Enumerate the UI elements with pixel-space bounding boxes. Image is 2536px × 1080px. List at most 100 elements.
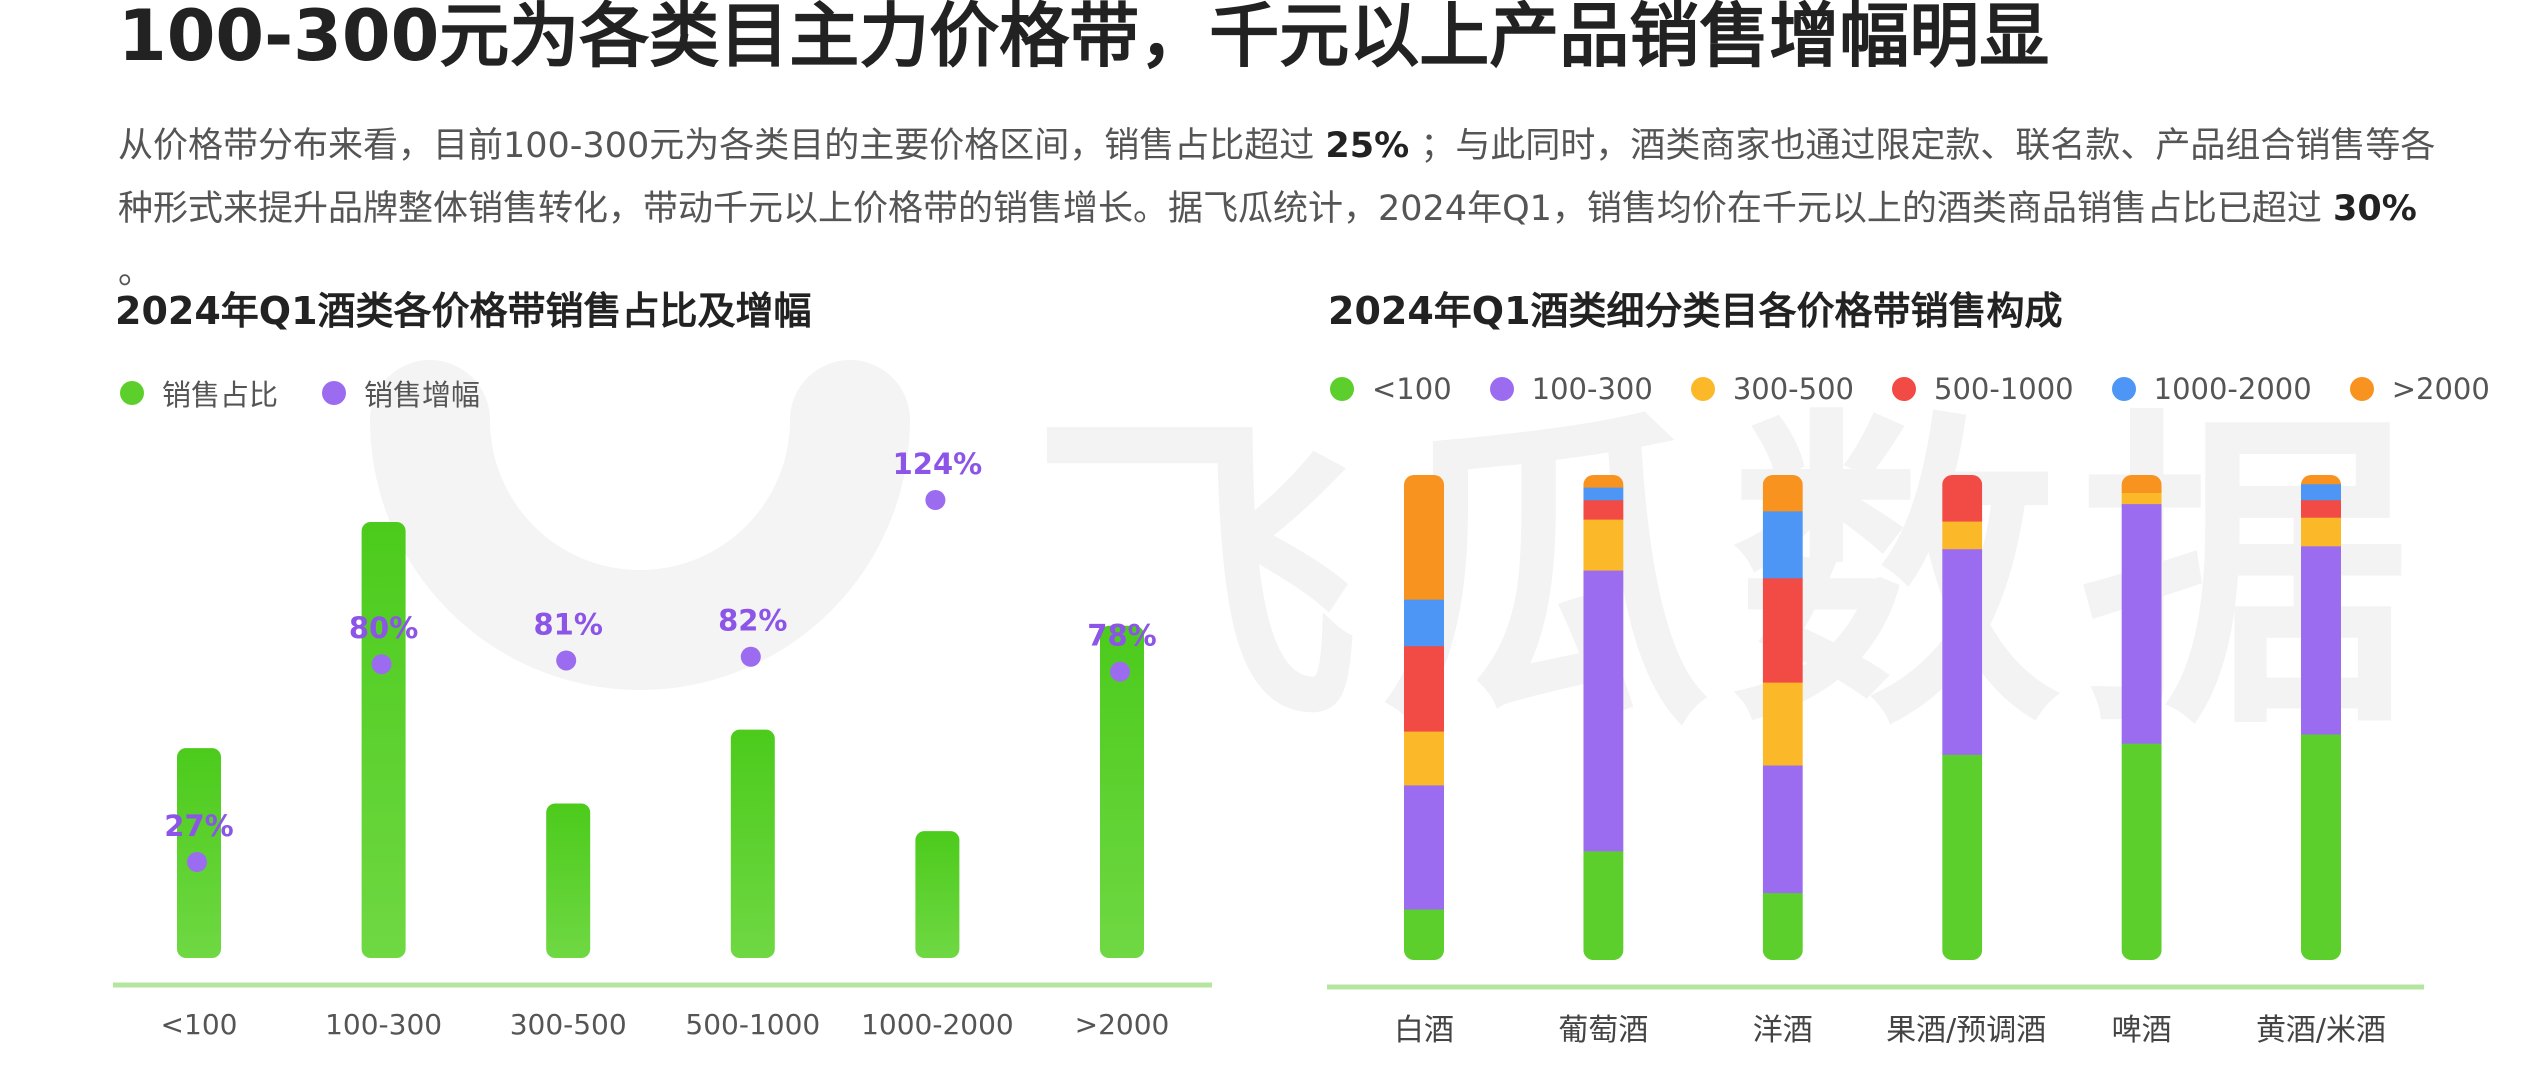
left-tick-label: 300-500 [510, 1008, 627, 1041]
legend-label: 500-1000 [1934, 372, 2074, 406]
left-chart-title: 2024年Q1酒类各价格带销售占比及增幅 [115, 289, 812, 333]
stacked-segment [1762, 682, 1803, 766]
legend-item-pricebands: <100 [1330, 372, 1452, 406]
stacked-segment [1942, 754, 1983, 960]
growth-dot [556, 650, 577, 671]
legend-dot-share [120, 381, 144, 405]
legend-label-share: 销售占比 [162, 378, 279, 412]
legend-item-growth: 销售增幅 [322, 372, 480, 414]
stacked-segment [1762, 510, 1803, 579]
stacked-segment [1404, 731, 1444, 786]
legend-label: 1000-2000 [2153, 372, 2312, 406]
legend-item-pricebands: 100-300 [1489, 372, 1653, 406]
intro-text-1: 从价格带分布来看，目前100-300元为各类目的主要价格区间，销售占比超过 [118, 126, 1315, 166]
stacked-segment [1762, 765, 1803, 894]
stacked-segment [2121, 503, 2162, 744]
legend-item-pricebands: 500-1000 [1892, 372, 2074, 406]
right-tick-label: 洋酒 [1753, 1013, 1813, 1048]
stacked-segment [2301, 499, 2341, 518]
right-tick-label: 白酒 [1394, 1013, 1454, 1048]
growth-data-label: 80% [349, 611, 418, 645]
left-tick-label: 500-1000 [685, 1008, 820, 1041]
growth-data-label: 78% [1087, 619, 1156, 653]
stacked-segment [2301, 475, 2341, 485]
stacked-bar [2121, 475, 2162, 960]
stacked-segment [2301, 483, 2341, 501]
growth-data-label: 124% [893, 447, 983, 481]
legend-dot [1489, 377, 1514, 401]
legend-dot [1330, 377, 1354, 401]
legend-dot [1892, 377, 1916, 401]
right-chart-title: 2024年Q1酒类细分类目各价格带销售构成 [1328, 289, 2063, 333]
legend-item-pricebands: 300-500 [1690, 372, 1854, 406]
stacked-segment [2301, 545, 2341, 735]
left-tick-label: 100-300 [325, 1008, 442, 1041]
intro-highlight-2: 30% [2333, 189, 2417, 229]
legend-label: 300-500 [1732, 372, 1854, 406]
stacked-bar [1583, 475, 1624, 960]
share-bar [730, 729, 775, 958]
legend-dot [2349, 377, 2374, 401]
left-tick-label: >2000 [1075, 1008, 1170, 1041]
growth-data-label: 27% [164, 809, 233, 843]
legend-item-pricebands: 1000-2000 [2111, 372, 2312, 406]
stacked-segment [2121, 743, 2162, 960]
stacked-segment [1583, 519, 1624, 571]
stacked-segment [1404, 475, 1444, 600]
stacked-segment [1583, 570, 1624, 852]
legend-label-growth: 销售增幅 [364, 378, 481, 412]
intro-text-3: 。 [118, 252, 154, 292]
growth-dot [187, 852, 207, 872]
stacked-segment [1762, 892, 1803, 960]
right-tick-label: 黄酒/米酒 [2256, 1013, 2386, 1048]
stacked-segment [1404, 784, 1444, 910]
stacked-segment [1762, 475, 1803, 512]
legend-dot [1690, 377, 1715, 401]
legend-label: 100-300 [1531, 372, 1653, 406]
right-tick-label: 果酒/预调酒 [1886, 1013, 2046, 1048]
growth-dot [371, 654, 392, 675]
legend-label: <100 [1372, 372, 1452, 406]
stacked-bar [1404, 475, 1444, 960]
page-title: 100-300元为各类目主力价格带，千元以上产品销售增幅明显 [118, 0, 2050, 77]
right-chart-legend: <100 100-300 300-500 500-1000 1000-2000 >2000 [1330, 372, 2528, 406]
stacked-segment [1942, 521, 1983, 550]
stacked-segment [1583, 850, 1624, 960]
right-tick-label: 啤酒 [2112, 1013, 2172, 1048]
stacked-segment [2301, 733, 2341, 960]
left-tick-label: <100 [161, 1008, 238, 1041]
growth-dot [740, 646, 761, 667]
stacked-segment [2121, 475, 2162, 493]
stacked-segment [2301, 517, 2341, 547]
legend-item-pricebands: >2000 [2349, 372, 2490, 406]
legend-label: >2000 [2391, 372, 2490, 406]
legend-item-share: 销售占比 [120, 372, 278, 414]
left-chart-legend: 销售占比 销售增幅 [120, 372, 524, 414]
share-bar [1100, 625, 1144, 958]
intro-highlight-1: 25% [1325, 126, 1410, 166]
share-bar [361, 522, 406, 958]
intro-text-2: ；与此同时，酒类商家也通过限定款、联名款、产品组合销售等各种形式来提升品牌整体销… [118, 126, 2436, 229]
stacked-segment [1404, 909, 1444, 960]
growth-dot [925, 490, 946, 510]
stacked-segment [1762, 577, 1803, 683]
stacked-segment [1404, 645, 1444, 732]
stacked-segment [1942, 548, 1983, 755]
stacked-bar [2301, 475, 2341, 960]
stacked-segment [1583, 475, 1624, 488]
growth-dot [1110, 661, 1130, 682]
share-bar [915, 831, 960, 958]
legend-dot [2111, 377, 2136, 401]
stacked-bar [1762, 475, 1803, 960]
share-bar [546, 803, 591, 958]
stacked-segment [1404, 599, 1444, 647]
stacked-segment [1583, 499, 1624, 520]
legend-dot-growth [322, 381, 347, 405]
growth-data-label: 81% [533, 607, 602, 641]
left-tick-label: 1000-2000 [861, 1008, 1014, 1041]
intro-paragraph: 从价格带分布来看，目前100-300元为各类目的主要价格区间，销售占比超过 25… [118, 115, 2458, 304]
growth-data-label: 82% [718, 604, 787, 638]
stacked-segment [1583, 487, 1624, 501]
